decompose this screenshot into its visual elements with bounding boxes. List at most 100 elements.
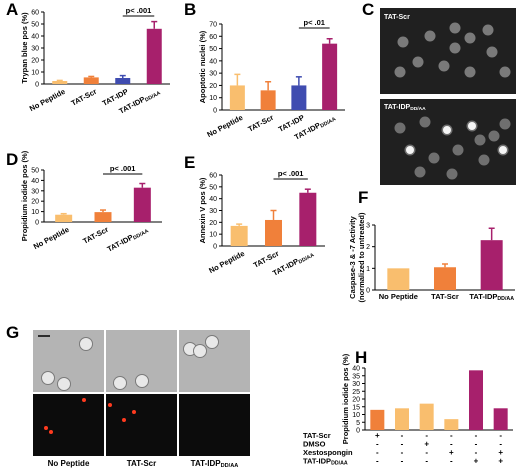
y-axis-label: Apoptotic nuclei (%) <box>198 30 207 103</box>
y-tick-label: 50 <box>209 46 217 53</box>
y-tick-label: 35 <box>352 373 360 380</box>
y-tick-label: 10 <box>31 209 39 216</box>
column-label: TAT-IDPDD/AA <box>191 459 239 469</box>
condition-sign: - <box>475 448 478 457</box>
nucleus <box>419 116 431 128</box>
y-axis-label: Annexin V pos (%) <box>198 177 207 243</box>
y-tick-label: 20 <box>209 220 217 227</box>
bar <box>444 419 459 430</box>
y-axis-label: Caspase-3 & -7 Activity(normalized to un… <box>348 212 366 303</box>
cell <box>41 371 55 385</box>
nucleus <box>438 60 450 72</box>
y-tick-label: 0 <box>356 428 360 435</box>
y-tick-label: 10 <box>209 232 217 239</box>
nucleus <box>394 122 406 134</box>
category-label: TAT-IDPDD/AA <box>469 292 514 302</box>
y-tick-label: 40 <box>209 58 217 65</box>
nucleus <box>446 168 458 180</box>
condition-sign: + <box>449 448 454 457</box>
y-tick-label: 10 <box>31 70 39 77</box>
condition-sign: + <box>498 457 503 466</box>
y-tick-label: 1 <box>366 266 370 273</box>
cell <box>205 335 219 349</box>
condition-sign: - <box>401 448 404 457</box>
y-tick-label: 2 <box>366 244 370 251</box>
condition-sign: - <box>475 440 478 449</box>
bar <box>480 240 503 290</box>
condition-sign: - <box>401 457 404 466</box>
bar <box>322 43 338 110</box>
condition-sign: - <box>401 440 404 449</box>
condition-sign: - <box>499 431 502 440</box>
nucleus <box>474 134 486 146</box>
condition-label: Xestospongin <box>303 448 353 457</box>
bright-nucleus <box>499 146 507 154</box>
panel-letter-f: F <box>358 188 368 207</box>
cell <box>57 377 71 391</box>
bar <box>434 267 456 290</box>
fluorescence-image <box>106 394 177 456</box>
y-tick-label: 30 <box>352 381 360 388</box>
y-tick-label: 0 <box>35 220 39 227</box>
nucleus <box>452 144 464 156</box>
nucleus <box>412 56 424 68</box>
condition-label: TAT-IDPDD/AA <box>303 457 348 467</box>
condition-sign: - <box>425 448 428 457</box>
condition-sign: + <box>474 457 479 466</box>
panel-letter-d: D <box>6 150 18 169</box>
category-label: No Peptide <box>206 113 245 139</box>
nucleus <box>428 152 440 164</box>
y-tick-label: 20 <box>209 83 217 90</box>
y-tick-label: 50 <box>31 22 39 29</box>
y-axis-label: Propidium iodide pos (%) <box>20 150 29 241</box>
significance-label: p< .01 <box>304 18 325 27</box>
bar <box>395 408 409 430</box>
bar <box>299 192 317 246</box>
y-tick-label: 40 <box>31 34 39 41</box>
category-label: No Peptide <box>32 225 71 251</box>
significance-label: p< .001 <box>126 6 152 15</box>
nucleus <box>488 130 500 142</box>
panel-letter-h: H <box>355 348 367 367</box>
pi-signal <box>122 418 126 422</box>
nucleus <box>499 118 511 130</box>
y-tick-label: 20 <box>352 397 360 404</box>
y-tick-label: 15 <box>352 404 360 411</box>
condition-sign: - <box>425 431 428 440</box>
bar <box>146 28 162 84</box>
y-tick-label: 70 <box>209 22 217 29</box>
y-tick-label: 0 <box>213 108 217 115</box>
y-tick-label: 10 <box>209 95 217 102</box>
bar <box>55 214 73 222</box>
panel-letter-b: B <box>184 0 196 19</box>
column-label: No Peptide <box>48 459 90 468</box>
pi-signal <box>49 430 53 434</box>
condition-sign: - <box>499 440 502 449</box>
condition-sign: + <box>375 431 380 440</box>
y-tick-label: 3 <box>366 223 370 230</box>
micrograph-top-label: TAT-Scr <box>384 14 410 21</box>
bar <box>260 90 276 110</box>
bar <box>230 225 248 246</box>
category-label: No Peptide <box>207 249 246 275</box>
nucleus <box>414 166 426 178</box>
bar <box>419 403 434 430</box>
condition-sign: - <box>450 457 453 466</box>
category-label: TAT-Scr <box>431 292 459 301</box>
panel-letter-e: E <box>184 153 195 172</box>
nucleus <box>394 66 406 78</box>
pi-signal <box>108 403 112 407</box>
condition-sign: + <box>424 440 429 449</box>
y-tick-label: 40 <box>352 366 360 373</box>
bar <box>52 81 68 84</box>
nucleus <box>464 66 476 78</box>
bar <box>83 77 99 84</box>
bright-nucleus <box>468 122 476 130</box>
bar <box>265 219 282 246</box>
y-tick-label: 30 <box>31 46 39 53</box>
category-label: No Peptide <box>28 87 67 113</box>
y-tick-label: 40 <box>209 196 217 203</box>
y-tick-label: 30 <box>209 208 217 215</box>
